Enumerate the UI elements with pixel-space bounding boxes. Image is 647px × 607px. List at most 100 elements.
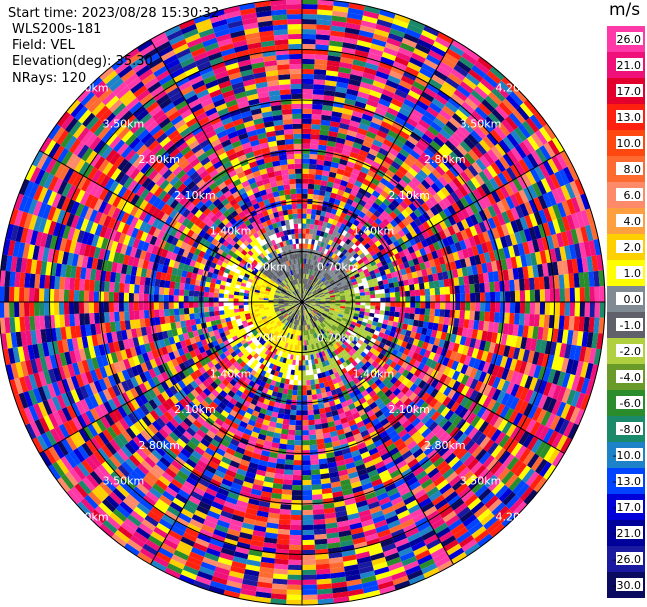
velocity-gate: [323, 290, 329, 294]
velocity-gate: [290, 519, 302, 526]
velocity-gate: [439, 309, 446, 317]
velocity-gate: [372, 139, 383, 148]
velocity-gate: [389, 70, 403, 80]
velocity-gate: [382, 279, 389, 285]
velocity-gate: [464, 47, 481, 61]
velocity-gate: [413, 235, 421, 244]
velocity-gate: [309, 374, 315, 381]
velocity-gate: [518, 189, 529, 204]
velocity-gate: [357, 229, 365, 237]
velocity-gate: [559, 302, 566, 316]
velocity-gate: [361, 113, 374, 122]
velocity-gate: [326, 285, 332, 290]
velocity-gate: [331, 20, 347, 28]
velocity-gate: [533, 314, 540, 327]
velocity-gate: [315, 214, 321, 221]
velocity-gate: [368, 182, 378, 191]
velocity-gate: [360, 118, 372, 127]
velocity-gate: [461, 52, 478, 65]
velocity-gate: [473, 234, 482, 246]
velocity-gate: [392, 18, 409, 29]
velocity-gate: [361, 206, 369, 215]
velocity-gate: [578, 272, 585, 288]
velocity-gate: [306, 279, 310, 285]
velocity-gate: [302, 385, 307, 391]
velocity-gate: [418, 223, 427, 233]
velocity-gate: [362, 280, 369, 286]
velocity-gate: [413, 208, 422, 218]
velocity-gate: [308, 434, 317, 441]
velocity-gate: [467, 93, 482, 107]
velocity-gate: [357, 258, 364, 265]
velocity-gate: [414, 159, 425, 170]
velocity-gate: [478, 273, 485, 284]
velocity-gate: [419, 289, 426, 296]
velocity-gate: [373, 268, 380, 274]
velocity-gate: [580, 226, 589, 243]
velocity-gate: [478, 221, 488, 233]
velocity-gate: [581, 256, 589, 273]
velocity-gate: [341, 282, 348, 287]
velocity-gate: [367, 256, 375, 263]
velocity-gate: [417, 276, 424, 284]
velocity-gate: [352, 252, 360, 259]
velocity-gate: [314, 250, 319, 256]
velocity-gate: [418, 95, 432, 107]
velocity-gate: [295, 415, 302, 421]
velocity-gate: [520, 254, 528, 268]
velocity-gate: [508, 180, 519, 194]
velocity-gate: [304, 253, 308, 259]
velocity-gate: [302, 118, 312, 124]
velocity-gate: [355, 44, 371, 53]
velocity-gate: [340, 117, 351, 126]
velocity-gate: [465, 216, 474, 228]
velocity-gate: [380, 190, 390, 199]
velocity-gate: [302, 253, 305, 259]
velocity-gate: [392, 61, 407, 71]
velocity-gate: [367, 266, 374, 273]
velocity-gate: [322, 289, 329, 293]
velocity-gate: [394, 291, 401, 298]
velocity-gate: [302, 23, 317, 30]
velocity-gate: [339, 268, 346, 274]
velocity-gate: [433, 315, 440, 324]
velocity-gate: [391, 23, 408, 34]
velocity-gate: [538, 276, 545, 290]
velocity-gate: [425, 54, 442, 66]
velocity-gate: [484, 180, 496, 193]
velocity-gate: [401, 226, 410, 235]
velocity-gate: [451, 223, 461, 234]
velocity-gate: [302, 78, 314, 85]
velocity-gate: [585, 224, 594, 242]
velocity-gate: [359, 261, 366, 268]
velocity-gate: [312, 89, 325, 95]
velocity-gate: [382, 218, 390, 227]
velocity-gate: [574, 178, 585, 196]
velocity-gate: [364, 272, 371, 278]
velocity-gate: [496, 200, 506, 214]
velocity-gate: [333, 290, 340, 294]
velocity-gate: [404, 285, 410, 292]
velocity-gate: [310, 464, 320, 471]
velocity-gate: [435, 294, 441, 302]
velocity-gate: [438, 230, 447, 240]
velocity-gate: [403, 197, 413, 207]
velocity-gate: [317, 240, 322, 247]
velocity-gate: [311, 259, 316, 266]
velocity-gate: [323, 216, 330, 223]
velocity-gate: [303, 288, 305, 294]
velocity-gate: [474, 173, 485, 186]
velocity-gate: [302, 168, 309, 174]
velocity-gate: [314, 294, 320, 298]
velocity-gate: [517, 267, 524, 280]
velocity-gate: [320, 297, 326, 300]
velocity-gate: [371, 202, 380, 211]
velocity-gate: [586, 256, 594, 272]
velocity-gate: [559, 246, 567, 261]
velocity-gate: [414, 307, 421, 315]
velocity-gate: [478, 209, 488, 222]
velocity-gate: [326, 206, 333, 214]
velocity-gate: [312, 229, 318, 236]
velocity-gate: [370, 294, 376, 299]
velocity-gate: [450, 261, 457, 271]
